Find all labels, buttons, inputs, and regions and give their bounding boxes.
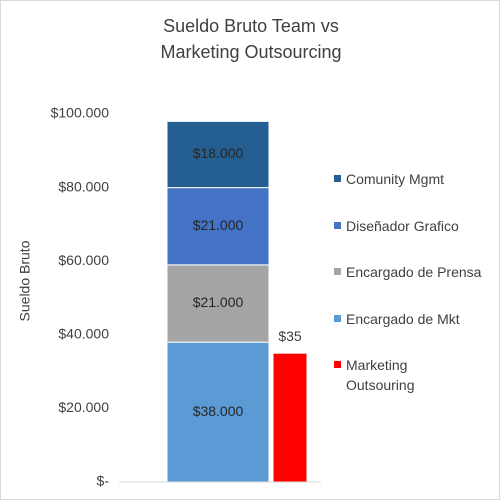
y-tick-label: $-: [97, 473, 110, 489]
legend-swatch: [334, 222, 341, 229]
y-tick-label: $60.000: [58, 252, 109, 268]
bar-segment: [166, 264, 270, 343]
data-label: $38.000: [193, 403, 244, 419]
data-label: $21.000: [193, 217, 244, 233]
y-tick-label: $20.000: [58, 399, 109, 415]
legend-swatch: [334, 315, 341, 322]
bar-segment: [272, 352, 308, 483]
bar-segment: [166, 120, 270, 189]
bar-segment: [166, 341, 270, 483]
legend-label: Marketing Outsouring: [346, 357, 415, 393]
y-tick-label: $100.000: [51, 105, 110, 121]
legend-swatch: [334, 175, 341, 182]
data-label: $35: [278, 328, 302, 344]
legend-label: Encargado de Mkt: [346, 311, 460, 327]
legend-label: Encargado de Prensa: [346, 264, 482, 280]
y-tick-label: $80.000: [58, 178, 109, 194]
legend-swatch: [334, 361, 341, 368]
data-label: $21.000: [193, 294, 244, 310]
y-axis-label: Sueldo Bruto: [17, 240, 33, 321]
legend-swatch: [334, 268, 341, 275]
chart-title: Sueldo Bruto Team vs Marketing Outsourci…: [160, 16, 342, 62]
data-label: $18.000: [193, 145, 244, 161]
legend-label: Comunity Mgmt: [346, 171, 445, 187]
legend-label: Diseñador Grafico: [346, 218, 459, 234]
bar-segment: [166, 187, 270, 266]
y-tick-label: $40.000: [58, 326, 109, 342]
